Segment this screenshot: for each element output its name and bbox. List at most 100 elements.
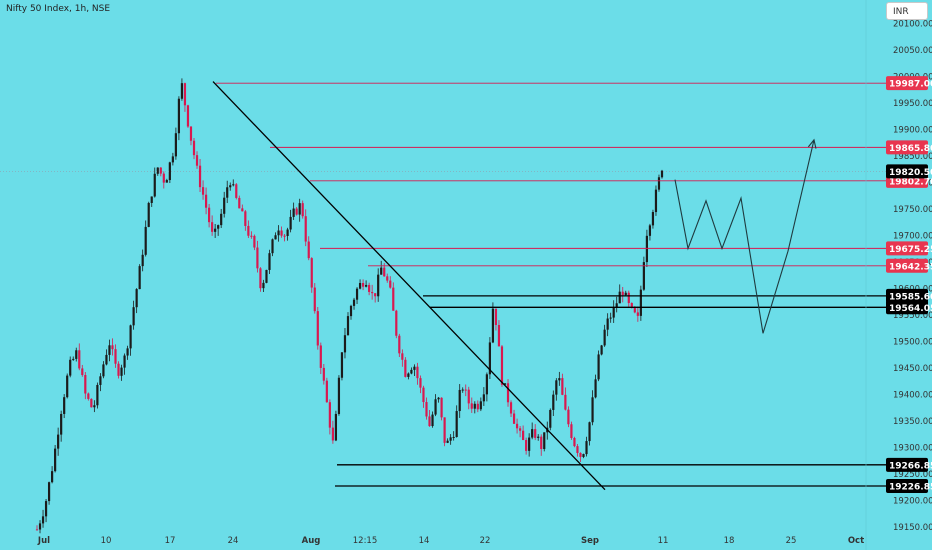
candle-body bbox=[108, 345, 111, 355]
candle-body bbox=[99, 376, 102, 385]
candle-body bbox=[452, 436, 455, 438]
price-label-19865.80: 19865.80 bbox=[889, 144, 932, 154]
candle-body bbox=[482, 394, 485, 402]
candle-body bbox=[60, 413, 63, 435]
trendline bbox=[212, 81, 606, 491]
y-tick-label: 20100.00 bbox=[893, 19, 932, 29]
x-tick-label: 17 bbox=[165, 536, 176, 546]
candle-body bbox=[171, 156, 174, 163]
candle-body bbox=[162, 173, 165, 183]
candle-body bbox=[117, 363, 120, 376]
candle-body bbox=[135, 289, 138, 308]
x-axis: Jul 10 17 24 Aug 12:15 14 22 Sep 11 18 25 Oct bbox=[37, 536, 864, 546]
candle-body bbox=[470, 403, 473, 409]
candle-body bbox=[174, 133, 177, 157]
x-tick-label: 14 bbox=[419, 536, 430, 546]
candle-body bbox=[594, 379, 597, 398]
candle-body bbox=[96, 384, 99, 406]
candle-body bbox=[352, 299, 356, 306]
candle-body bbox=[271, 239, 274, 254]
candle-body bbox=[449, 437, 452, 441]
y-tick-label: 19950.00 bbox=[893, 99, 932, 109]
candle-body bbox=[69, 359, 72, 376]
candle-body bbox=[186, 105, 190, 127]
candle-body bbox=[201, 187, 205, 195]
candle-body bbox=[361, 282, 365, 287]
candle-body bbox=[419, 378, 422, 388]
candle-body bbox=[78, 350, 81, 369]
candle-body bbox=[280, 230, 283, 236]
candle-body bbox=[63, 397, 66, 414]
candle-body bbox=[657, 177, 661, 190]
candle-body bbox=[72, 358, 75, 360]
candle-body bbox=[431, 414, 434, 427]
candle-body bbox=[437, 397, 440, 400]
candle-body bbox=[380, 267, 383, 275]
candle-body bbox=[534, 429, 537, 438]
price-label-19987.00: 19987.00 bbox=[889, 80, 932, 90]
candle-body bbox=[93, 405, 96, 408]
candle-body bbox=[132, 307, 135, 326]
candle-body bbox=[340, 352, 344, 378]
price-label-19642.35-bg bbox=[886, 258, 928, 273]
candle-body bbox=[81, 368, 84, 376]
candle-body bbox=[238, 197, 241, 209]
candle-body bbox=[319, 345, 322, 368]
candle-body bbox=[262, 282, 265, 289]
candle-body bbox=[259, 268, 262, 289]
candle-body bbox=[102, 364, 105, 377]
candle-body bbox=[301, 203, 304, 217]
candle-body bbox=[458, 389, 461, 412]
candle-body bbox=[87, 393, 90, 399]
candle-body bbox=[283, 235, 286, 237]
candle-body bbox=[612, 306, 615, 318]
x-tick-label: Aug bbox=[302, 536, 321, 546]
candle-body bbox=[277, 230, 280, 236]
candle-body bbox=[567, 409, 570, 425]
candle-body bbox=[552, 394, 555, 410]
current-price-label: 19820.50 bbox=[889, 168, 932, 178]
candle-body bbox=[597, 354, 600, 380]
y-tick-label: 19350.00 bbox=[893, 417, 932, 427]
price-label-19642.35: 19642.35 bbox=[889, 262, 932, 272]
candle-body bbox=[44, 501, 48, 517]
candle-body bbox=[168, 162, 171, 181]
candle-body bbox=[41, 516, 45, 524]
candle-body bbox=[165, 180, 168, 183]
candle-body bbox=[627, 292, 630, 304]
y-tick-label: 19450.00 bbox=[893, 364, 932, 374]
candle-body bbox=[204, 194, 208, 208]
y-tick-label: 19750.00 bbox=[893, 205, 932, 215]
candle-body bbox=[232, 184, 235, 186]
candle-body bbox=[609, 317, 612, 319]
x-tick-label: 11 bbox=[658, 536, 669, 546]
currency-selector[interactable]: INR bbox=[886, 2, 928, 20]
candles-layer bbox=[35, 78, 664, 534]
candle-body bbox=[633, 307, 636, 313]
candle-body bbox=[446, 440, 449, 443]
candle-body bbox=[642, 262, 645, 290]
candle-body bbox=[386, 276, 389, 281]
candle-body bbox=[214, 228, 217, 232]
candle-body bbox=[512, 413, 516, 424]
candle-body bbox=[153, 173, 156, 197]
candle-body bbox=[208, 207, 211, 223]
candle-body bbox=[518, 428, 522, 431]
x-tick-label: 25 bbox=[786, 536, 797, 546]
candle-body bbox=[223, 197, 226, 214]
candle-body bbox=[226, 187, 229, 198]
candle-body bbox=[570, 424, 573, 438]
candle-body bbox=[144, 226, 147, 255]
levels-layer bbox=[0, 82, 890, 487]
y-tick-label: 19550.00 bbox=[893, 311, 932, 321]
candle-body bbox=[295, 208, 298, 215]
drawings-layer bbox=[212, 81, 817, 491]
candle-body bbox=[123, 355, 126, 368]
candle-body bbox=[325, 380, 328, 403]
price-label-19266.85: 19266.85 bbox=[889, 461, 932, 471]
price-label-19266.85-bg bbox=[886, 457, 928, 472]
candle-body bbox=[377, 274, 380, 297]
candle-body bbox=[395, 310, 398, 336]
candle-body bbox=[413, 366, 416, 370]
